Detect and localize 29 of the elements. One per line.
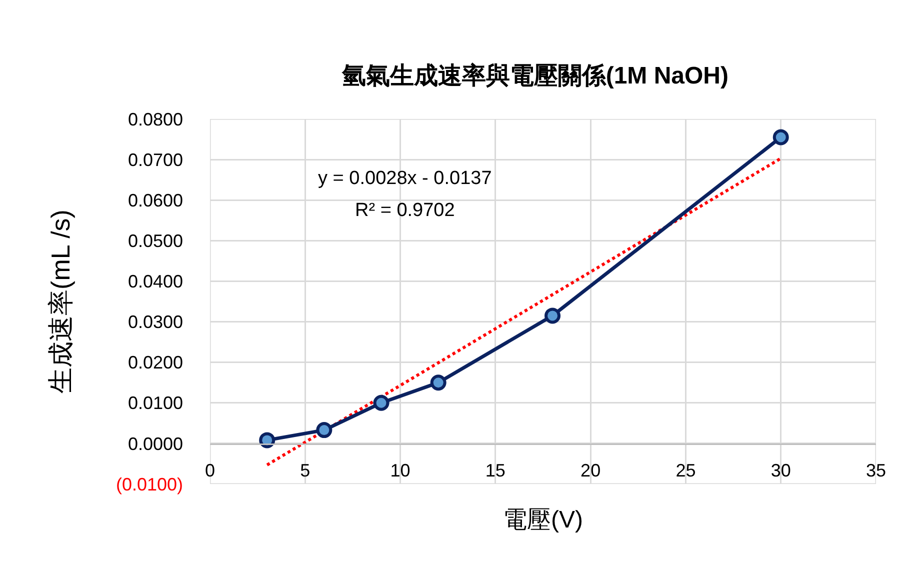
y-tick-label: 0.0800 — [128, 109, 183, 130]
point — [259, 432, 276, 448]
y-tick-label: 0.0700 — [128, 150, 183, 170]
y-axis-title: 生成速率(mL /s) — [45, 210, 76, 394]
x-tick-label: 25 — [676, 460, 696, 481]
annotation: y = 0.0028x - 0.0137 — [318, 168, 492, 189]
point — [430, 374, 446, 391]
x-tick-label: 35 — [866, 460, 886, 481]
y-tick-label: 0.0600 — [128, 190, 183, 210]
annotation: R² = 0.9702 — [355, 200, 455, 221]
x-tick-label: 15 — [485, 460, 506, 481]
x-tick-label: 5 — [300, 460, 310, 481]
point — [316, 422, 332, 438]
x-tick-label: 10 — [390, 460, 410, 481]
x-tick-label: 30 — [770, 460, 791, 481]
y-tick-label: 0.0500 — [128, 230, 183, 251]
point — [544, 308, 561, 324]
y-tick-label: 0.0200 — [128, 352, 183, 373]
y-tick-label: (0.0100) — [116, 474, 183, 494]
x-tick-label: 20 — [580, 460, 601, 481]
chart-title: 氫氣生成速率與電壓關係(1M NaOH) — [340, 62, 729, 90]
y-tick-label: 0.0300 — [128, 312, 183, 332]
point — [772, 129, 789, 146]
x-axis-title: 電壓(V) — [503, 506, 583, 534]
point — [373, 394, 390, 411]
y-tick-label: 0.0100 — [128, 393, 183, 414]
y-tick-label: 0.0400 — [128, 272, 183, 292]
x-tick-label: 0 — [204, 460, 216, 481]
y-tick-label: 0.0000 — [128, 434, 183, 454]
